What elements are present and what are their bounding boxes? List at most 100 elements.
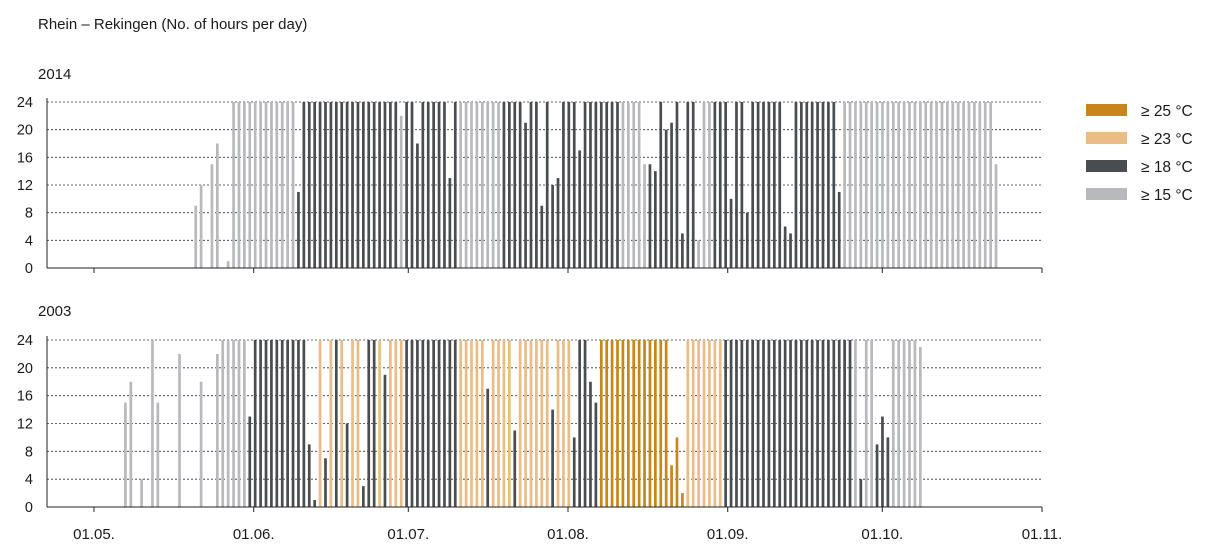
data-bar [762,340,765,507]
data-bar [729,198,733,268]
data-bar [810,102,814,268]
panel-title: 2003 [38,303,71,320]
data-bar [691,102,695,268]
data-bar [740,102,744,268]
data-bar [243,340,246,507]
data-bar [513,102,517,268]
data-bar [708,102,711,268]
data-bar [654,171,657,268]
data-bar [253,102,257,268]
data-bar [356,340,360,507]
data-bar [891,340,895,507]
data-bar [908,340,911,507]
data-bar [270,102,273,268]
data-bar [470,340,473,507]
legend-label: ≥ 23 °C [1141,131,1193,148]
data-bar [502,340,506,507]
y-tick-label: 24 [17,333,33,349]
data-bar [437,102,441,268]
data-bar [816,340,819,507]
data-bar [416,143,419,268]
data-bar [513,430,517,507]
data-bar [989,102,992,268]
data-bar [421,102,425,268]
data-bar [491,340,495,507]
data-bar [226,261,230,268]
data-bar [962,102,965,268]
data-bar [864,102,868,268]
data-bar [389,340,392,507]
data-bar [199,185,203,268]
data-bar [124,402,127,508]
data-bar [681,233,684,268]
data-bar [718,102,722,268]
data-bar [210,164,214,268]
data-bar [767,102,771,268]
data-bar [940,102,944,268]
data-bar [232,340,235,507]
data-bar [426,340,430,507]
data-bar [545,340,549,507]
data-bar [253,340,257,507]
data-bar [156,402,160,508]
data-bar [697,240,700,268]
data-bar [562,102,565,268]
data-bar [708,340,711,507]
data-bar [745,212,749,268]
data-bar [372,102,376,268]
data-bar [313,102,317,268]
data-bar [307,102,311,268]
data-bar [367,102,371,268]
data-bar [567,102,571,268]
data-bar [297,191,300,268]
data-bar [405,102,408,268]
data-bar [443,102,446,268]
data-bar [681,493,684,507]
data-bar [572,102,576,268]
data-bar [578,150,581,268]
legend-label: ≥ 25 °C [1141,103,1193,120]
data-bar [789,233,792,268]
data-bar [361,486,365,508]
data-bar [275,102,279,268]
legend-swatch [1086,188,1127,200]
data-bar [280,340,284,507]
data-bar [859,479,863,507]
data-bar [886,437,890,507]
data-bar [762,102,765,268]
data-bar [783,340,787,507]
data-bar [486,102,490,268]
data-bar [610,340,614,507]
data-bar [675,102,679,268]
data-bar [264,340,268,507]
data-bar [659,340,663,507]
data-bar [610,102,614,268]
x-tick-label: 01.08. [547,526,589,543]
data-bar [556,340,560,507]
data-bar [459,102,463,268]
y-tick-label: 4 [25,233,33,249]
data-bar [686,340,690,507]
data-bar [313,500,317,507]
data-bar [929,102,933,268]
data-bar [745,340,749,507]
data-bar [983,102,987,268]
data-bar [464,102,468,268]
data-bar [643,340,646,507]
data-bar [464,340,468,507]
data-bar [178,353,181,507]
data-bar [432,102,435,268]
data-bar [902,340,906,507]
data-bar [946,102,949,268]
data-bar [129,381,133,507]
x-tick-label: 01.10. [861,526,903,543]
data-bar [259,102,262,268]
data-bar [670,122,673,268]
data-bar [259,340,262,507]
data-bar [486,388,490,507]
data-bar [437,340,441,507]
data-bar [935,102,938,268]
data-bar [843,340,846,507]
data-bar [718,340,722,507]
data-bar [243,102,246,268]
